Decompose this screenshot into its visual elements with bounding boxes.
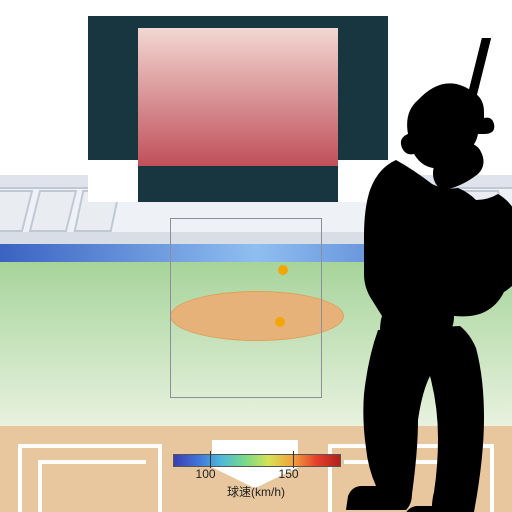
legend-tick-mark <box>210 451 211 468</box>
batter-silhouette <box>300 38 512 512</box>
legend-tick-label: 150 <box>279 467 299 481</box>
pitch-marker <box>278 265 288 275</box>
speed-legend-bar <box>173 454 341 467</box>
legend-tick-label: 100 <box>196 467 216 481</box>
pitch-marker <box>275 317 285 327</box>
speed-legend-label: 球速(km/h) <box>173 483 339 500</box>
scoreboard-notch-left <box>88 160 138 202</box>
legend-tick-mark <box>293 451 294 468</box>
